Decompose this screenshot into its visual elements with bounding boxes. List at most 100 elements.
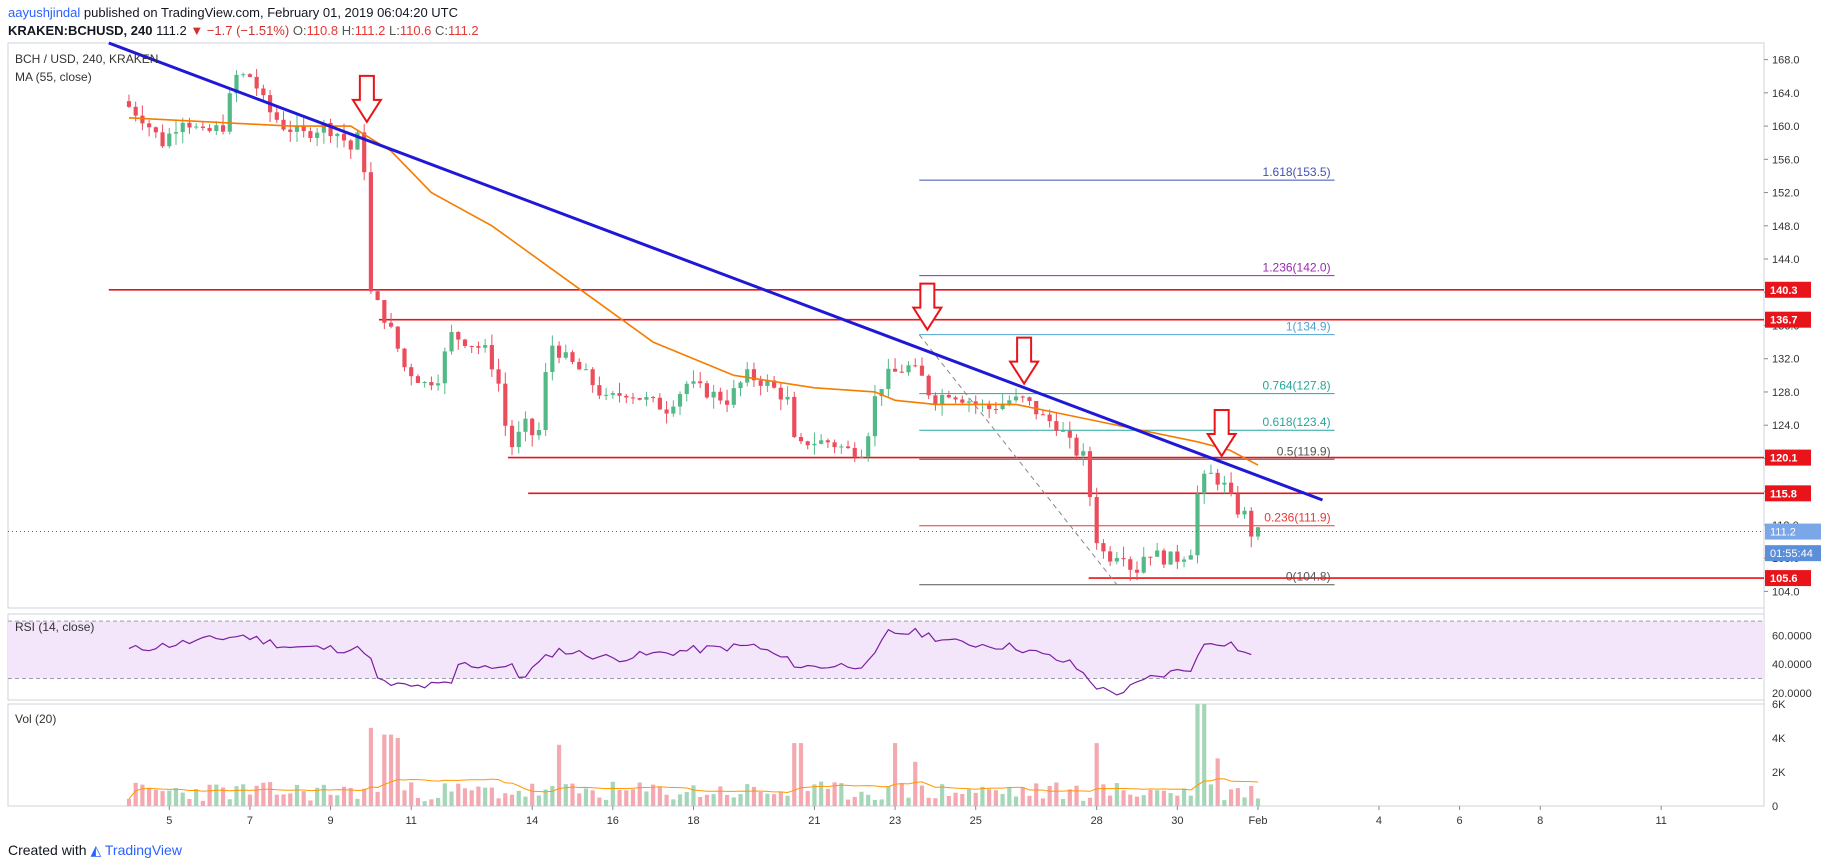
volume-bar [704, 794, 709, 806]
candle-body [940, 394, 945, 405]
tradingview-brand[interactable]: ◭ TradingView [90, 842, 182, 858]
volume-bar [140, 784, 145, 806]
candle-body [315, 132, 320, 138]
author-link[interactable]: aayushjindal [8, 5, 81, 20]
volume-bar [469, 790, 474, 806]
candle-body [550, 345, 555, 373]
candle-body [496, 369, 501, 384]
candle-body [913, 365, 918, 367]
candle-body [456, 332, 461, 340]
volume-bar [153, 789, 158, 806]
volume-bar [489, 787, 494, 806]
volume-bar [556, 744, 562, 806]
volume-bar [1087, 797, 1093, 806]
volume-bar [160, 791, 165, 806]
candle-body [1081, 451, 1086, 456]
x-tick-label: 18 [687, 815, 699, 827]
volume-bar [966, 789, 972, 806]
y-tick-label: 132.0 [1772, 354, 1800, 366]
candle-body [402, 348, 407, 368]
volume-bar [892, 743, 898, 806]
rsi-tick-label: 40.0000 [1772, 659, 1812, 671]
candle-body [160, 132, 165, 147]
volume-bar [1161, 790, 1166, 806]
candle-body [462, 339, 468, 347]
candle-body [610, 393, 615, 395]
candle-body [1155, 550, 1160, 557]
x-tick-label: 5 [166, 815, 172, 827]
candle-body [1242, 510, 1247, 515]
volume-bar [341, 786, 347, 806]
volume-bar [765, 793, 770, 806]
candle-body [1020, 396, 1025, 398]
x-tick-label: 25 [970, 815, 982, 827]
volume-bar [1202, 704, 1207, 806]
volume-bar [1081, 800, 1086, 806]
volume-bar [261, 782, 266, 806]
current-price-tag [1765, 545, 1821, 562]
volume-bar [718, 786, 723, 806]
x-tick-label: 8 [1537, 815, 1543, 827]
volume-bar [1114, 783, 1119, 806]
volume-bar [852, 796, 857, 806]
level-price-tag [1765, 485, 1811, 502]
volume-bar [886, 786, 891, 806]
volume-bar [496, 798, 501, 806]
volume-bar [677, 794, 683, 806]
volume-bar [1000, 793, 1005, 806]
candle-body [1175, 551, 1180, 562]
volume-legend: Vol (20) [15, 712, 56, 726]
candle-body [792, 396, 797, 437]
volume-bar [832, 782, 837, 806]
candle-body [617, 393, 622, 396]
candle-body [684, 383, 689, 395]
volume-bar [583, 788, 589, 806]
open-value: 110.8 [306, 23, 339, 38]
candle-body [731, 388, 736, 405]
candle-body [879, 389, 884, 397]
candle-body [207, 127, 212, 132]
rsi-legend: RSI (14, close) [15, 620, 94, 634]
volume-bar [147, 787, 152, 806]
candle-body [436, 383, 441, 386]
volume-bar [1155, 790, 1160, 806]
volume-bar [227, 799, 232, 806]
candle-body [758, 380, 763, 386]
candle-body [133, 106, 138, 116]
volume-bar [1094, 743, 1099, 806]
candle-body [556, 345, 562, 358]
volume-bar [173, 788, 179, 806]
candle-body [819, 440, 824, 444]
candle-body [543, 372, 548, 431]
volume-bar [845, 799, 851, 806]
fib-level-label: 0.764(127.8) [1263, 379, 1331, 393]
volume-bar [872, 799, 878, 806]
volume-bar [402, 790, 407, 806]
fib-swing-line [918, 334, 1118, 586]
volume-bar [523, 796, 528, 806]
candle-body [348, 140, 353, 150]
candle-body [812, 443, 817, 446]
x-tick-label: 4 [1376, 815, 1382, 827]
volume-bar [1020, 787, 1025, 806]
volume-bar [604, 799, 609, 806]
volume-bar [362, 788, 367, 806]
volume-bar [1181, 788, 1187, 806]
candle-body [1202, 473, 1207, 494]
volume-bar [590, 790, 595, 806]
volume-bar [1208, 784, 1214, 806]
volume-tick-label: 2K [1772, 767, 1786, 779]
candle-body [778, 387, 783, 400]
created-with-text: Created with [8, 842, 87, 858]
volume-bar [1242, 797, 1247, 806]
candle-body [698, 381, 703, 384]
x-tick-label: 30 [1171, 815, 1183, 827]
price-change: ▼ −1.7 (−1.51%) [190, 23, 290, 38]
volume-bar [879, 799, 884, 806]
candle-body [577, 361, 582, 370]
y-tick-label: 152.0 [1772, 188, 1800, 200]
candle-body [1074, 437, 1079, 456]
candle-body [664, 409, 669, 414]
candle-body [866, 436, 871, 457]
